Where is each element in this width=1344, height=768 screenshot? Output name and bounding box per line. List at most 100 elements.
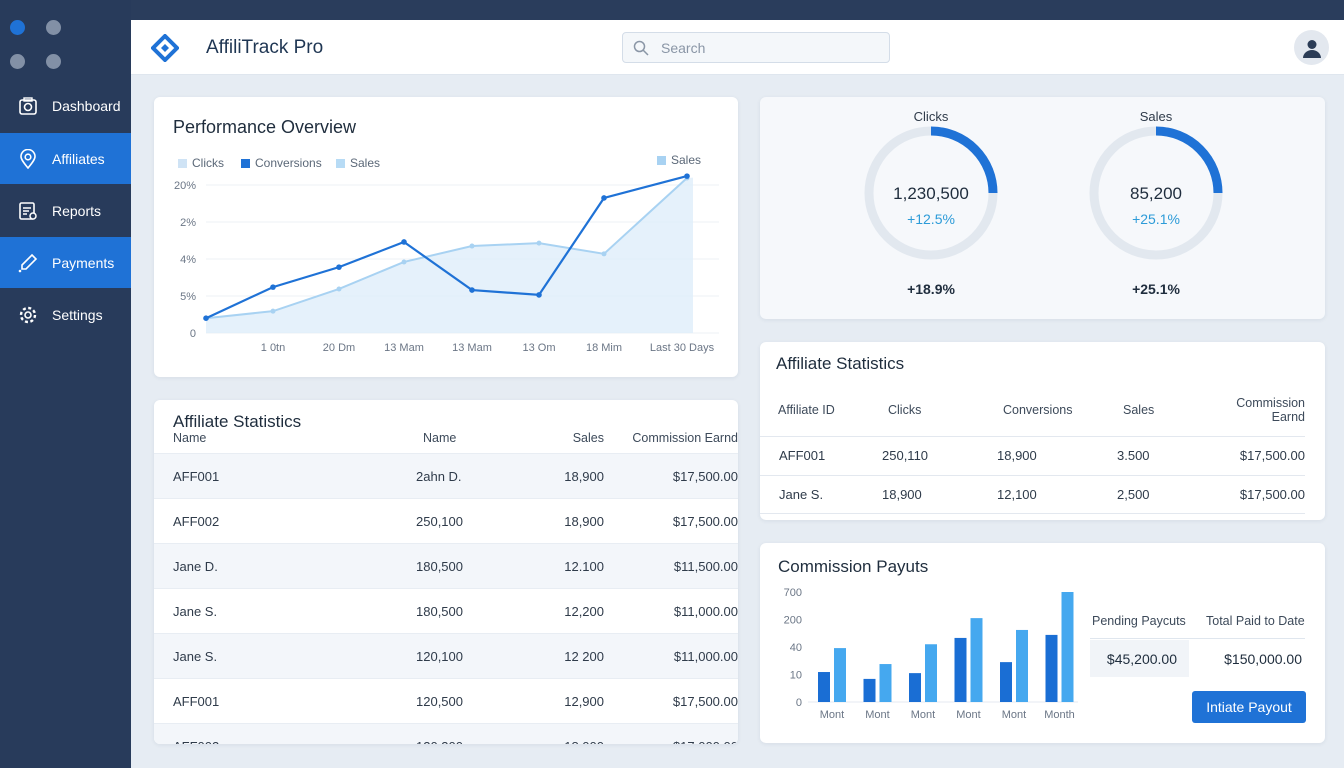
table-cell: 18,900 xyxy=(985,436,1105,475)
x-tick-label: 13 Mam xyxy=(452,342,492,354)
x-tick-label: 13 Om xyxy=(522,342,555,354)
y-tick-label: 700 xyxy=(784,587,802,599)
x-tick-label: Month xyxy=(1044,709,1075,721)
table-row[interactable]: Jane S. 18,900 12,100 2,500 $17,500.00 xyxy=(760,474,1305,514)
sidebar-item-label: Affiliates xyxy=(52,150,105,167)
sidebar-item-settings[interactable]: Settings xyxy=(0,289,131,340)
legend-item: Sales xyxy=(336,156,380,170)
table-cell: 12,200 xyxy=(534,588,604,634)
camera-icon xyxy=(19,96,37,115)
table-cell: $11,500.00 xyxy=(604,543,738,589)
sidebar-item-label: Payments xyxy=(52,254,115,271)
data-point-sales xyxy=(536,240,542,246)
data-point-conversions xyxy=(270,284,276,290)
y-tick-label: 40 xyxy=(790,642,802,654)
table-row[interactable]: AFF002 250,100 18,900 $17,500.00 xyxy=(154,498,738,544)
table-row[interactable]: AFF001 2ahn D. 18,900 $17,500.00 xyxy=(154,453,738,499)
y-tick-label: 0 xyxy=(190,328,196,340)
pending-payouts-label: Pending Paycuts xyxy=(1092,614,1186,628)
y-tick-label: 20% xyxy=(174,180,196,192)
table-cell: $11,000.00 xyxy=(604,588,738,634)
table-cell: 18,000 xyxy=(534,723,604,744)
window-dot[interactable] xyxy=(46,54,61,69)
data-point-conversions xyxy=(203,315,209,321)
bar-series-1 xyxy=(863,678,876,702)
window-dot[interactable] xyxy=(10,54,25,69)
donut-footer: +25.1% xyxy=(1132,281,1180,297)
x-tick-label: Mont xyxy=(1002,709,1026,721)
search-input[interactable]: Search xyxy=(622,32,890,63)
table-cell: Jane S. xyxy=(154,633,404,679)
bar-series-1 xyxy=(1000,662,1012,702)
card-title: Performance Overview xyxy=(173,117,357,137)
y-tick-label: 4% xyxy=(180,254,196,266)
table-cell: $11,000.00 xyxy=(604,633,738,679)
initiate-payout-button[interactable]: Intiate Payout xyxy=(1192,691,1306,723)
column-header: Sales xyxy=(572,431,604,445)
table-row[interactable]: Jane S. 180,500 12,200 $11,000.00 xyxy=(154,588,738,634)
table-cell: 3.500 xyxy=(1105,436,1185,475)
sidebar-item-label: Settings xyxy=(52,306,103,323)
avatar[interactable] xyxy=(1294,30,1329,65)
app-logo-icon xyxy=(151,34,179,62)
table-row[interactable]: AFF002120,30018,000$17,000.00 xyxy=(154,723,738,744)
card-title: Commission Payuts xyxy=(778,557,929,576)
x-tick-label: Mont xyxy=(820,709,844,721)
x-tick-label: 1 0tn xyxy=(261,342,285,354)
sidebar-item-dashboard[interactable]: Dashboard xyxy=(0,80,131,131)
top-bar: AffiliTrack Pro Search xyxy=(131,20,1344,75)
donut-charts: Clicks 1,230,500 +12.5% +18.9% Sales 85,200 +2… xyxy=(864,109,1223,297)
gear-icon xyxy=(19,306,37,323)
y-tick-label: 200 xyxy=(784,615,802,627)
sidebar-item-reports[interactable]: Reports xyxy=(0,185,131,236)
data-point-conversions xyxy=(601,195,607,201)
donut-change: +12.5% xyxy=(907,211,955,227)
donut-progress xyxy=(1089,126,1223,260)
column-header: Commission Earnd xyxy=(1236,396,1305,424)
sidebar-item-payments[interactable]: Payments xyxy=(0,237,131,288)
location-pin-icon xyxy=(20,148,36,169)
sidebar-item-affiliates[interactable]: Affiliates xyxy=(0,133,131,184)
donut-label: Clicks xyxy=(914,109,949,124)
x-tick-label: 13 Mam xyxy=(384,342,424,354)
table-row[interactable]: Jane D. 180,500 12.100 $11,500.00 xyxy=(154,543,738,589)
column-header: Name xyxy=(423,431,457,445)
window-dot[interactable] xyxy=(46,20,61,35)
legend-label: Sales xyxy=(671,153,702,167)
data-point-sales xyxy=(270,308,276,314)
bar-series-2 xyxy=(970,618,983,702)
bar-series-1 xyxy=(1045,634,1058,702)
table-row[interactable]: Jane S. 120,100 12 200 $11,000.00 xyxy=(154,633,738,679)
x-tick-label: 18 Mim xyxy=(586,342,622,354)
table-row[interactable]: AFF001 120,500 12,900 $17,500.00 xyxy=(154,678,738,724)
sidebar: Dashboard Affiliates Reports Payments Se… xyxy=(0,0,131,768)
table-cell: AFF001 xyxy=(154,453,404,499)
table-cell: 120,300 xyxy=(404,723,534,744)
window-dot[interactable] xyxy=(10,20,25,35)
affiliate-statistics-table-right: Affiliate Statistics Affiliate ID Clicks C… xyxy=(760,342,1325,520)
series-line-conversions xyxy=(205,175,688,320)
bar-series-2 xyxy=(879,664,892,702)
data-point-conversions xyxy=(536,292,542,298)
table-row[interactable]: AFF001 250,110 18,900 3.500 $17,500.00 xyxy=(760,436,1305,475)
table-cell: 12,900 xyxy=(534,678,604,724)
legend-swatch xyxy=(336,158,345,168)
data-point-conversions xyxy=(469,287,475,293)
card-title: Affiliate Statistics xyxy=(776,354,905,373)
bar-chart: 0 10 40 200 700 Mont Mont Mont Mont Mont Month xyxy=(784,587,1078,721)
data-point-conversions xyxy=(684,173,690,179)
table-cell: 3,200 xyxy=(1105,513,1185,520)
sales-area xyxy=(206,177,693,333)
performance-overview-card: Performance Overview Clicks Conversions … xyxy=(154,97,738,377)
table-row[interactable]: AFF00118,20012,1003,200$15000.00 xyxy=(760,513,1305,520)
table-cell: 120,500 xyxy=(404,678,534,724)
affiliate-statistics-table-left: Affiliate Statistics Name Name Sales Commis… xyxy=(154,400,738,744)
table-cell: 2,500 xyxy=(1105,474,1185,514)
table-cell: 2ahn D. xyxy=(404,453,534,499)
data-point-sales xyxy=(401,259,407,265)
legend-item: Clicks xyxy=(178,156,224,170)
column-header: Commission Earnd xyxy=(632,431,738,445)
column-header: Clicks xyxy=(888,403,922,417)
sidebar-item-label: Dashboard xyxy=(52,97,121,114)
table-cell: 18,900 xyxy=(534,453,604,499)
